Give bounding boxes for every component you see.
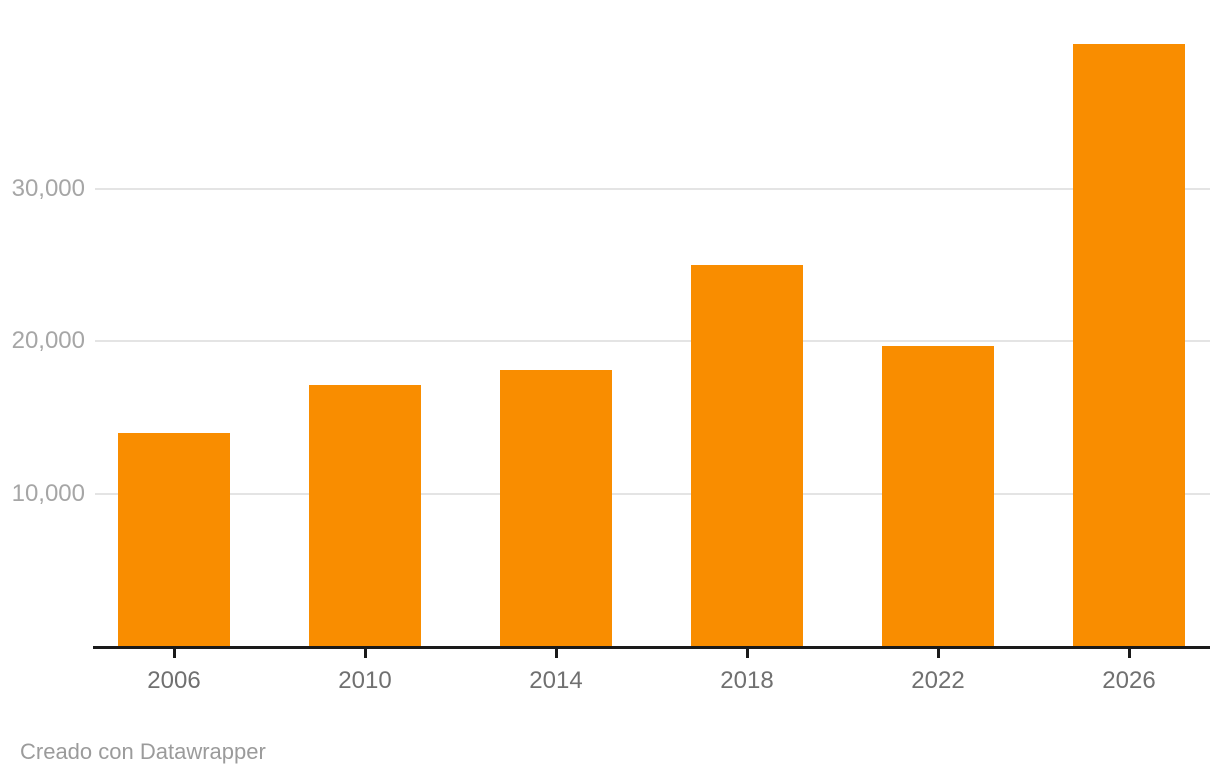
x-axis-tick <box>746 649 749 658</box>
bar-2026[interactable] <box>1073 43 1185 646</box>
x-axis-tick-label: 2014 <box>529 667 583 694</box>
x-axis-tick-label: 2006 <box>147 667 201 694</box>
x-axis-tick-label: 2022 <box>911 667 965 694</box>
chart-footer: Creado con Datawrapper <box>20 740 266 764</box>
y-gridline <box>95 340 1210 342</box>
x-axis-tick <box>173 649 176 658</box>
x-axis-tick-label: 2010 <box>338 667 392 694</box>
x-axis-tick <box>555 649 558 658</box>
bar-chart-plot-area: 10,000 20,000 30,000 2006 2010 2014 2018 2022 20… <box>11 43 1210 694</box>
bar-2022[interactable] <box>882 345 994 646</box>
x-axis-line <box>93 646 1210 649</box>
x-axis-tick-label: 2018 <box>720 667 774 694</box>
bar-2018[interactable] <box>691 264 803 646</box>
x-axis-tick-label: 2026 <box>1102 667 1156 694</box>
y-axis-tick-label: 30,000 <box>11 174 85 202</box>
datawrapper-attribution-link[interactable]: Creado con Datawrapper <box>20 739 266 764</box>
x-axis-tick <box>364 649 367 658</box>
y-gridline <box>95 187 1210 190</box>
bar-2010[interactable] <box>309 385 421 646</box>
x-axis-tick <box>1128 649 1131 658</box>
y-gridline <box>95 492 1210 495</box>
bar-2006[interactable] <box>118 432 230 646</box>
y-axis-tick-label: 10,000 <box>11 479 85 507</box>
y-axis-tick-label: 20,000 <box>11 327 85 354</box>
bar-2014[interactable] <box>500 369 612 646</box>
x-axis-tick <box>937 649 940 658</box>
